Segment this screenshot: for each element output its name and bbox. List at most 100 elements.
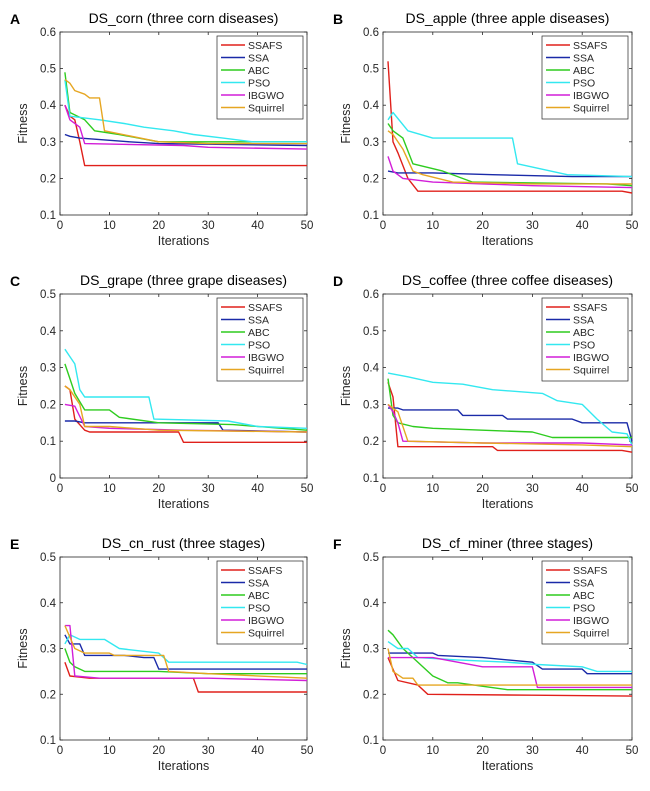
x-tick-label: 10 <box>426 745 439 757</box>
series-line-ssa <box>388 652 632 675</box>
x-tick-label: 30 <box>202 745 215 757</box>
chart-title: DS_corn (three corn diseases) <box>89 10 279 26</box>
y-tick-label: 0.2 <box>40 399 56 411</box>
y-tick-label: 0.1 <box>363 473 379 485</box>
y-tick-label: 0.3 <box>40 137 56 149</box>
x-tick-label: 20 <box>152 483 165 495</box>
x-tick-label: 50 <box>301 483 314 495</box>
legend-label: SSAFS <box>573 302 607 314</box>
y-tick-label: 0.1 <box>40 735 56 747</box>
legend-label: PSO <box>573 78 595 90</box>
legend-label: IBGWO <box>573 352 609 364</box>
chart-panel-f: F DS_cf_miner (three stages) 0.1 0.2 0.3 0.4 0… <box>333 535 638 773</box>
series-line-pso <box>387 641 632 673</box>
x-tick-label: 40 <box>576 483 589 495</box>
y-tick-label: 0.1 <box>363 210 379 222</box>
y-tick-label: 0.3 <box>363 137 379 149</box>
x-axis-label: Iterations <box>482 497 533 511</box>
legend-label: PSO <box>248 603 270 615</box>
legend-label: PSO <box>573 340 595 352</box>
y-tick-label: 0.3 <box>40 644 56 656</box>
x-tick-label: 30 <box>202 483 215 495</box>
chart-panel-c: C DS_grape (three grape diseases) 0 0.1 0.2 0… <box>10 272 313 511</box>
legend-label: SSA <box>573 578 594 590</box>
chart-title: DS_apple (three apple diseases) <box>406 10 610 26</box>
x-tick-label: 40 <box>251 745 264 757</box>
series-line-squirrel <box>64 385 308 433</box>
y-tick-label: 0.1 <box>40 436 56 448</box>
y-axis-label: Fitness <box>16 103 30 143</box>
legend-label: ABC <box>248 65 270 77</box>
series-line-squirrel <box>387 403 633 448</box>
x-tick-label: 0 <box>380 745 386 757</box>
x-axis-label: Iterations <box>158 759 209 773</box>
x-tick-label: 30 <box>526 745 539 757</box>
y-tick-label: 0.6 <box>363 27 379 39</box>
legend-box <box>541 297 629 382</box>
y-tick-label: 0.5 <box>363 552 379 564</box>
y-axis-label: Fitness <box>16 628 30 668</box>
series-line-squirrel <box>64 79 307 145</box>
x-tick-label: 20 <box>476 483 489 495</box>
legend-label: PSO <box>573 603 595 615</box>
y-tick-label: 0.6 <box>363 289 379 301</box>
series-line-ibgwo <box>387 156 633 189</box>
x-tick-label: 10 <box>103 483 116 495</box>
x-tick-label: 30 <box>526 220 539 232</box>
x-tick-label: 50 <box>626 745 639 757</box>
series-line-ibgwo <box>387 404 633 446</box>
chart-panel-a: A DS_corn (three corn diseases) 0.1 0.2 0.3 0… <box>10 10 313 248</box>
legend-label: SSAFS <box>573 40 607 52</box>
legend-label: SSAFS <box>248 40 282 52</box>
chart-panel-b: B DS_apple (three apple diseases) 0.1 0.2 0.… <box>333 10 638 248</box>
legend-label: ABC <box>248 327 270 339</box>
x-tick-label: 40 <box>251 483 264 495</box>
legend-label: IBGWO <box>248 352 284 364</box>
y-tick-label: 0.5 <box>363 64 379 76</box>
y-tick-label: 0.1 <box>40 210 56 222</box>
series-line-ibgwo <box>388 656 632 689</box>
panel-letter: F <box>333 536 342 552</box>
legend-label: Squirrel <box>248 365 284 377</box>
legend-label: SSAFS <box>248 302 282 314</box>
x-tick-label: 10 <box>426 483 439 495</box>
x-tick-label: 20 <box>476 745 489 757</box>
panel-letter: D <box>333 273 343 289</box>
y-axis-label: Fitness <box>339 628 353 668</box>
y-tick-label: 0.2 <box>363 689 379 701</box>
series-line-ssa <box>387 170 632 178</box>
series-line-pso <box>64 348 308 429</box>
legend-label: SSA <box>248 315 269 327</box>
legend-label: SSA <box>248 578 269 590</box>
x-tick-label: 20 <box>152 745 165 757</box>
x-tick-label: 0 <box>57 220 63 232</box>
x-tick-label: 0 <box>57 745 63 757</box>
y-tick-label: 0.4 <box>40 326 57 338</box>
series-line-ibgwo <box>64 104 308 150</box>
y-tick-label: 0.5 <box>40 552 56 564</box>
legend-box <box>216 297 304 382</box>
legend-label: Squirrel <box>248 628 284 640</box>
y-tick-label: 0.4 <box>40 598 57 610</box>
y-tick-label: 0.4 <box>363 100 380 112</box>
legend-box <box>216 35 304 120</box>
x-axis-label: Iterations <box>482 759 533 773</box>
y-tick-label: 0.2 <box>363 436 379 448</box>
x-axis-label: Iterations <box>482 234 533 248</box>
series-line-ibgwo <box>64 624 308 682</box>
series-line-pso <box>64 634 308 666</box>
legend-label: ABC <box>248 590 270 602</box>
chart-title: DS_cn_rust (three stages) <box>102 535 265 551</box>
legend-label: SSA <box>573 315 594 327</box>
legend-label: Squirrel <box>248 103 284 115</box>
series-line-squirrel <box>387 130 632 185</box>
y-tick-label: 0.2 <box>40 689 56 701</box>
panel-letter: E <box>10 536 19 552</box>
legend-label: ABC <box>573 590 595 602</box>
x-tick-label: 10 <box>103 745 116 757</box>
x-tick-label: 50 <box>626 220 639 232</box>
x-tick-label: 0 <box>380 483 386 495</box>
y-axis-label: Fitness <box>339 366 353 406</box>
chart-title: DS_grape (three grape diseases) <box>80 272 287 288</box>
